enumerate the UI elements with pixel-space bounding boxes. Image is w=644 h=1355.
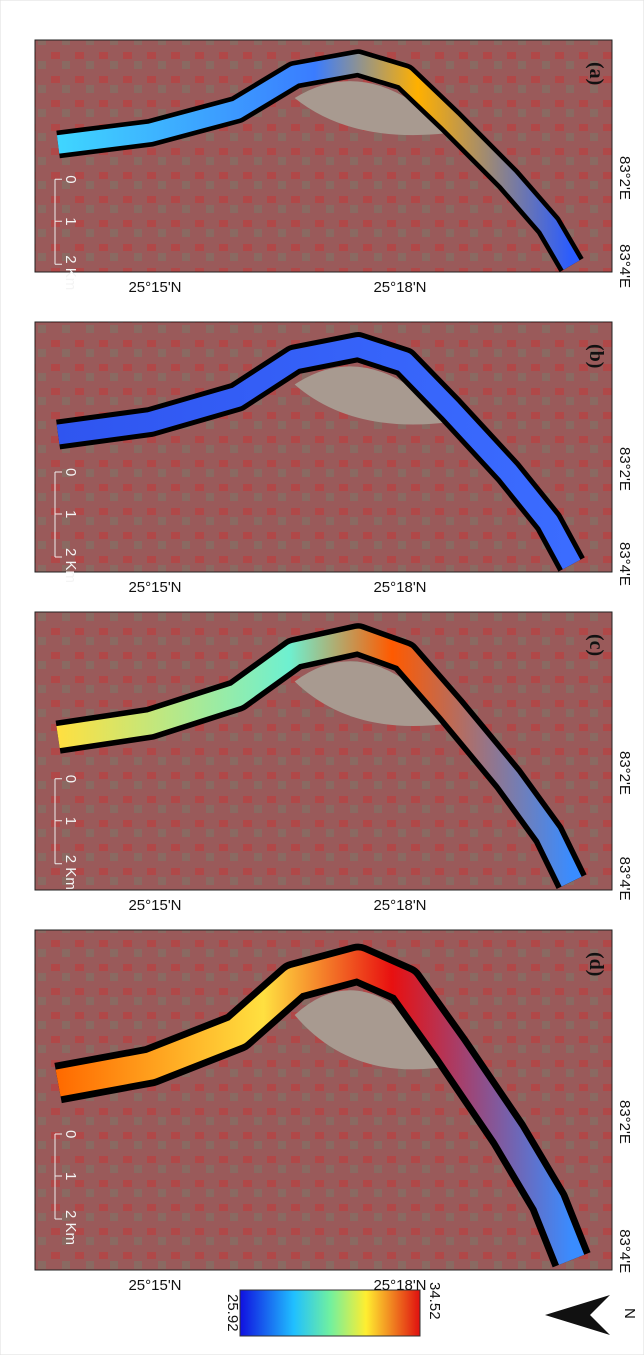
scale-label: 2 Km [62,255,79,290]
longitude-label: 83°2'E [616,156,633,200]
scale-label: 0 [62,775,79,783]
sandbar [294,990,451,1070]
sandbar [294,366,451,425]
scale-bar [54,778,62,865]
scale-label: 2 Km [62,548,79,583]
map-panel: (d) 25°15'N 25°18'N 83°2'E 83°4'E 0 1 2 Km [34,929,633,1294]
colorbar-min: 25.92 [224,1294,241,1332]
sandbar [294,661,451,726]
map-panel: (c) 25°15'N 25°18'N 83°2'E 83°4'E 0 1 2 Km [34,611,633,914]
latitude-label: 25°15'N [128,579,181,596]
latitude-label: 25°15'N [128,1277,181,1294]
scale-label: 2 Km [62,1210,79,1245]
latitude-label: 25°18'N [373,279,426,296]
longitude-label: 83°2'E [616,447,633,491]
scale-label: 0 [62,175,79,183]
longitude-label: 83°4'E [616,244,633,288]
panel-label: (c) [585,634,607,656]
scale-bar [54,178,62,265]
panel-label: (b) [585,344,607,368]
latitude-label: 25°15'N [128,897,181,914]
north-label: N [621,1308,638,1319]
panel-label: (d) [585,952,607,976]
scale-label: 1 [62,510,79,518]
river-temperature [55,950,585,1265]
river-temperature [56,337,581,570]
map-panel: (b) 25°15'N 25°18'N 83°2'E 83°4'E 0 1 2 Km [34,321,633,596]
latitude-label: 25°15'N [128,279,181,296]
colorbar [239,1289,421,1337]
latitude-label: 25°18'N [373,579,426,596]
scale-bar [54,471,62,558]
river-temperature [56,628,582,887]
longitude-label: 83°4'E [616,542,633,586]
longitude-label: 83°4'E [616,1229,633,1273]
scale-label: 1 [62,217,79,225]
longitude-label: 83°2'E [616,751,633,795]
sandbar [294,81,451,136]
river-temperature [56,53,580,270]
latitude-label: 25°18'N [373,897,426,914]
longitude-label: 83°2'E [616,1100,633,1144]
map-panel: (a) 25°15'N 25°18'N 83°2'E 83°4'E 0 1 2 Km [34,39,633,296]
latitude-label: 25°18'N [373,1277,426,1294]
north-arrow [545,1295,610,1335]
longitude-label: 83°4'E [616,857,633,901]
scale-label: 2 Km [62,855,79,890]
panel-label: (a) [585,62,607,85]
scale-label: 0 [62,1130,79,1138]
colorbar-max: 34.52 [426,1282,443,1320]
scale-label: 1 [62,1172,79,1180]
scale-label: 0 [62,468,79,476]
scale-label: 1 [62,817,79,825]
scale-bar [54,1133,62,1220]
